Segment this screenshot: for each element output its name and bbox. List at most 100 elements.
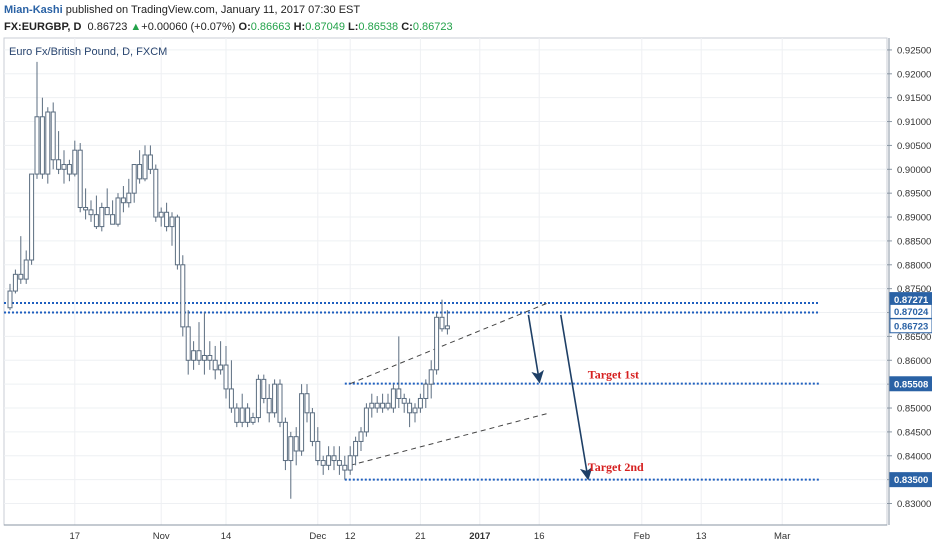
- publish-line: Mian-Kashi published on TradingView.com,…: [4, 2, 453, 19]
- candle: [423, 379, 429, 409]
- candle-body: [428, 369, 434, 385]
- candle: [39, 97, 45, 179]
- horizontal-levels: [4, 301, 820, 481]
- candle: [315, 427, 321, 466]
- candle: [88, 200, 94, 222]
- candle: [353, 436, 359, 466]
- candle-body: [137, 164, 143, 180]
- symbol-label: FX:EURGBP, D: [4, 21, 82, 33]
- chart-title: Euro Fx/British Pound, D, FXCM: [9, 46, 168, 58]
- candle-body: [39, 116, 45, 175]
- candle: [434, 312, 440, 375]
- candle-body: [142, 154, 148, 180]
- candle: [153, 164, 159, 222]
- y-tick-label: 0.90000: [897, 165, 931, 176]
- candle-body: [255, 378, 261, 419]
- grid-lines: [3, 37, 888, 526]
- price-tag: 0.85508: [889, 376, 932, 392]
- candle: [180, 255, 186, 337]
- x-tick-label: 16: [534, 531, 545, 542]
- y-tick-label: 0.91500: [897, 93, 931, 104]
- x-tick-label: Nov: [153, 531, 170, 542]
- candle: [401, 393, 407, 413]
- candle-body: [407, 402, 413, 414]
- price-tag-label: 0.87271: [894, 295, 929, 306]
- candle-body: [234, 407, 240, 423]
- candle: [331, 446, 337, 471]
- candle: [23, 250, 29, 284]
- price-change: +0.00060 (+0.07%): [141, 21, 236, 33]
- ohlc-line: FX:EURGBP, D 0.86723 ▲+0.00060 (+0.07%) …: [4, 19, 453, 36]
- candle-body: [272, 383, 278, 414]
- candle-body: [299, 393, 305, 452]
- candle: [207, 341, 213, 370]
- candle-body: [401, 397, 407, 404]
- x-tick-label: 13: [696, 531, 707, 542]
- candle-body: [369, 402, 375, 409]
- candle-body: [358, 431, 364, 442]
- candle-body: [353, 440, 359, 457]
- candle: [320, 455, 326, 475]
- candle: [174, 214, 180, 270]
- last-price: 0.86723: [87, 21, 128, 33]
- candle: [115, 193, 121, 227]
- x-tick-label: 21: [415, 531, 426, 542]
- candle: [196, 322, 202, 366]
- y-tick-label: 0.86500: [897, 332, 931, 343]
- candle: [417, 393, 423, 413]
- candle-body: [164, 211, 170, 228]
- candle-body: [288, 436, 294, 462]
- price-tag-label: 0.86723: [894, 321, 928, 332]
- price-tag: 0.87024: [889, 303, 932, 319]
- candle: [239, 393, 245, 428]
- candle-body: [169, 216, 175, 228]
- x-tick-label: 2017: [469, 531, 490, 542]
- candle: [407, 398, 413, 428]
- candle: [444, 310, 450, 335]
- candle: [50, 102, 56, 170]
- x-tick-label: Mar: [774, 531, 790, 542]
- y-tick-label: 0.85000: [897, 404, 931, 415]
- candle: [191, 341, 197, 370]
- candle: [201, 312, 207, 375]
- author-name[interactable]: Mian-Kashi: [4, 4, 63, 16]
- candle-body: [363, 407, 369, 433]
- candle-body: [88, 209, 94, 216]
- candle: [185, 310, 191, 375]
- candle-body: [93, 214, 99, 228]
- candle: [439, 299, 445, 332]
- price-tag-label: 0.87024: [894, 307, 929, 318]
- candle-body: [61, 164, 67, 170]
- price-tag-box: [889, 472, 932, 488]
- candle: [77, 143, 83, 213]
- candle-body: [439, 316, 445, 330]
- candle: [72, 140, 78, 177]
- price-tag: 0.83500: [889, 472, 932, 488]
- candle-body: [304, 393, 310, 414]
- candle: [56, 131, 62, 175]
- candle-body: [185, 326, 191, 361]
- candle-body: [390, 388, 396, 409]
- candle: [212, 345, 218, 380]
- candle-body: [153, 168, 159, 218]
- price-tag-label: 0.85508: [894, 379, 928, 390]
- channel-line-lower: [350, 412, 551, 466]
- candle-body: [412, 407, 418, 414]
- price-tag-box: [889, 376, 932, 392]
- candle-body: [218, 364, 224, 371]
- candle: [218, 341, 224, 375]
- candle: [7, 283, 13, 311]
- candle-body: [66, 164, 72, 175]
- x-tick-label: 12: [345, 531, 356, 542]
- candle: [12, 269, 18, 294]
- candle-body: [72, 149, 78, 175]
- x-tick-label: Feb: [634, 531, 650, 542]
- y-tick-label: 0.89500: [897, 189, 931, 200]
- candle-body: [147, 154, 153, 170]
- candle-body: [158, 211, 164, 218]
- candle-body: [293, 436, 299, 452]
- candle-body: [45, 111, 51, 175]
- candle: [309, 408, 315, 447]
- y-tick-label: 0.89000: [897, 213, 931, 224]
- candle-body: [239, 407, 245, 423]
